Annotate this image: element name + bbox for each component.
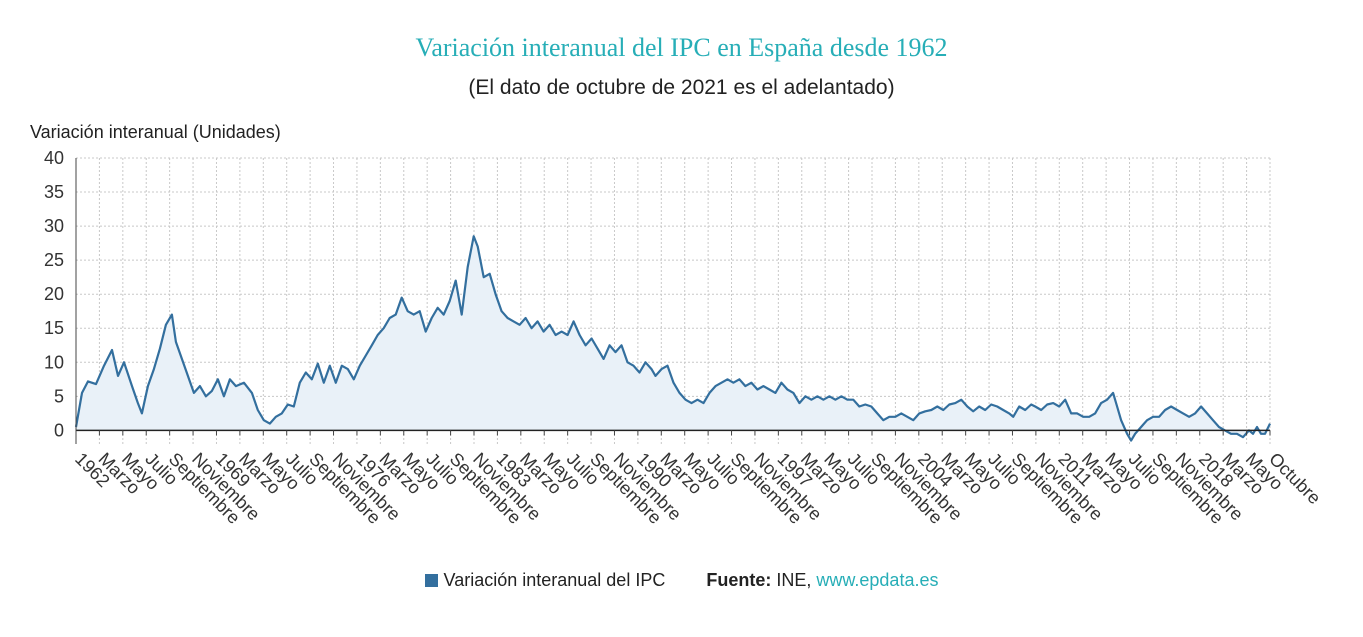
source-name: INE,	[776, 570, 812, 590]
series-area	[76, 236, 1270, 441]
y-tick-label: 25	[44, 250, 64, 270]
chart-title: Variación interanual del IPC en España d…	[415, 33, 948, 62]
area-chart: 0 5 10 15 20 25 30 35 40 1962MarzoMayoJulioSepti…	[44, 148, 1325, 528]
source-note: Fuente: INE, www.epdata.es	[706, 570, 938, 590]
y-tick-label: 20	[44, 284, 64, 304]
chart-subtitle: (El dato de octubre de 2021 es el adelan…	[468, 76, 895, 99]
source-link[interactable]: www.epdata.es	[816, 570, 939, 590]
y-tick-label: 30	[44, 216, 64, 236]
y-tick-label: 5	[54, 386, 64, 406]
y-tick-label: 15	[44, 318, 64, 338]
y-axis-label: Variación interanual (Unidades)	[30, 122, 281, 142]
legend-label: Variación interanual del IPC	[443, 570, 666, 590]
y-tick-label: 40	[44, 148, 64, 168]
y-tick-label: 35	[44, 182, 64, 202]
legend: Variación interanual del IPC Fuente: INE…	[0, 570, 1363, 591]
x-axis-ticks: 1962MarzoMayoJulioSeptiembreNoviembre196…	[71, 430, 1325, 528]
source-prefix: Fuente:	[706, 570, 772, 590]
y-tick-label: 10	[44, 352, 64, 372]
y-tick-label: 0	[54, 420, 64, 440]
y-axis-ticks: 0 5 10 15 20 25 30 35 40	[44, 148, 64, 440]
legend-item[interactable]: Variación interanual del IPC	[424, 570, 671, 590]
series-line	[74, 235, 1271, 442]
legend-swatch	[424, 574, 438, 587]
